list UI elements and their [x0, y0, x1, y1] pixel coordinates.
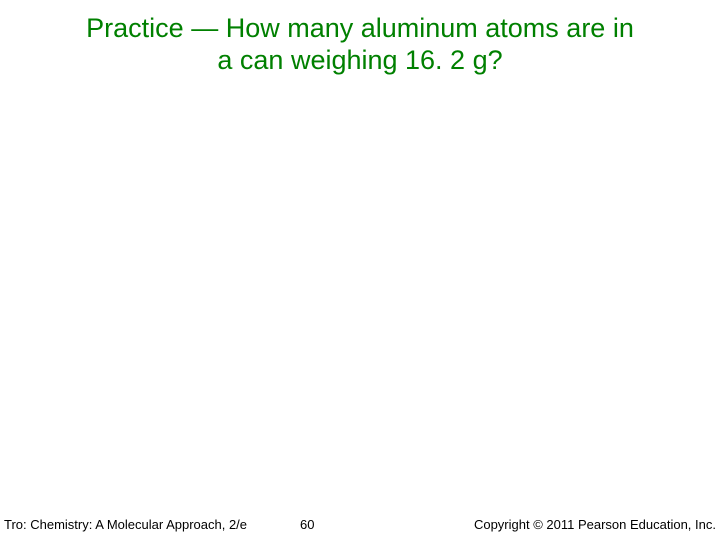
footer-copyright: Copyright © 2011 Pearson Education, Inc. [474, 517, 716, 532]
footer-page-number: 60 [300, 517, 314, 532]
title-line-1: Practice — How many aluminum atoms are i… [86, 13, 634, 43]
title-line-2: a can weighing 16. 2 g? [217, 45, 502, 75]
slide-title: Practice — How many aluminum atoms are i… [0, 12, 720, 77]
footer-book-reference: Tro: Chemistry: A Molecular Approach, 2/… [4, 517, 247, 532]
